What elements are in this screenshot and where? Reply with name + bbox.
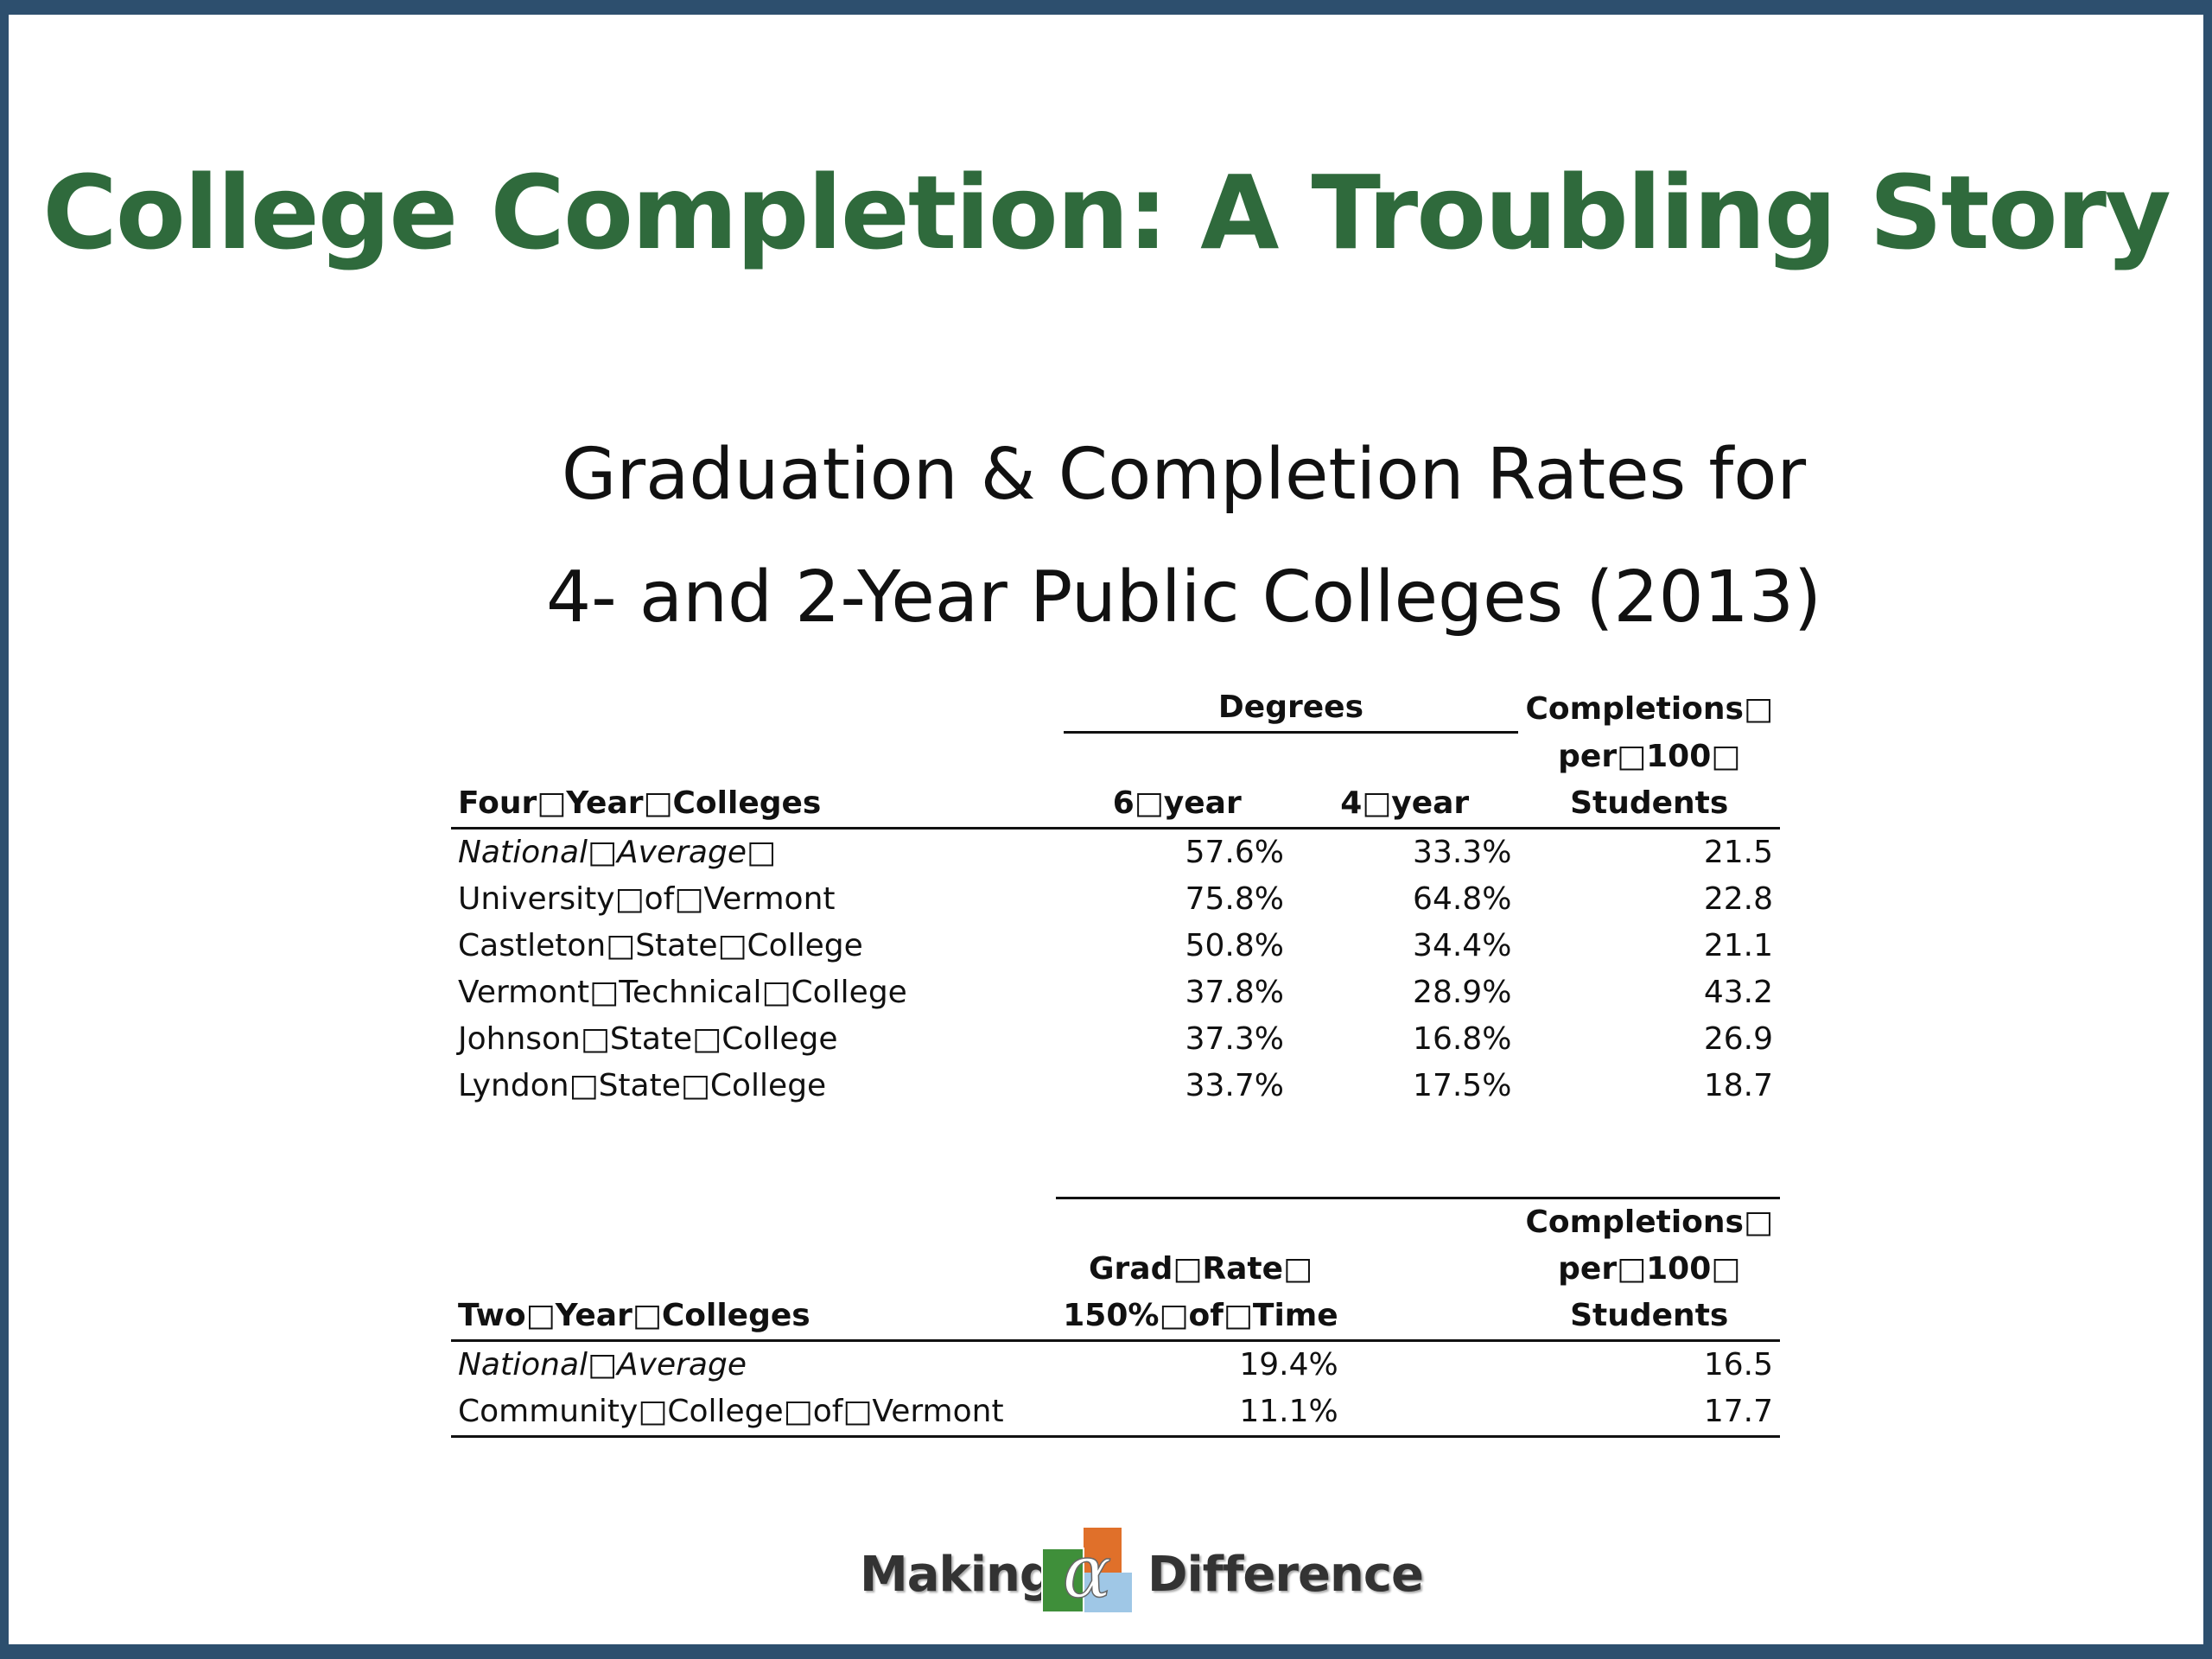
table-row: Community□College□of□Vermont 11.1% 17.7 (451, 1389, 1780, 1438)
completions-value: 26.9 (1703, 1021, 1773, 1057)
table-row: Vermont□Technical□College 37.8% 28.9% 43… (451, 969, 1780, 1016)
completions-header-line2: per□100□ (1558, 1251, 1741, 1287)
four-year-rate: 34.4% (1413, 928, 1512, 963)
six-year-rate: 75.8% (1185, 881, 1284, 917)
completions-value: 17.7 (1518, 1389, 1780, 1438)
two-year-table: Completions□ Grad□Rate□ per□100□ Two□Yea… (451, 1197, 1780, 1438)
four-year-rate: 17.5% (1413, 1068, 1512, 1103)
completions-value: 22.8 (1703, 881, 1773, 917)
college-name: Lyndon□State□College (458, 1068, 827, 1103)
six-year-rate: 50.8% (1185, 928, 1284, 963)
six-year-rate: 57.6% (1185, 835, 1284, 870)
completions-value: 18.7 (1703, 1068, 1773, 1103)
completions-value: 21.1 (1703, 928, 1773, 963)
table-row: Castleton□State□College 50.8% 34.4% 21.1 (451, 923, 1780, 969)
grad-rate: 11.1% (1056, 1389, 1345, 1438)
four-year-table: Degrees Completions□ per□100□ Four□Year□… (451, 684, 1780, 1109)
grad-rate: 19.4% (1239, 1347, 1338, 1382)
college-name: Johnson□State□College (458, 1021, 838, 1057)
six-year-rate: 33.7% (1185, 1068, 1284, 1103)
logo-word-making: Making (860, 1547, 1054, 1603)
completions-value: 43.2 (1703, 975, 1773, 1010)
two-year-colleges-header: Two□Year□Colleges (451, 1293, 1057, 1342)
subtitle-line-2: 4- and 2-Year Public Colleges (2013) (546, 556, 1821, 639)
four-year-rate: 64.8% (1413, 881, 1512, 917)
completions-value: 21.5 (1703, 835, 1773, 870)
svg-text:α: α (1063, 1529, 1112, 1614)
four-year-header: 4□year (1290, 780, 1519, 830)
table-row: National□Average 19.4% 16.5 (451, 1341, 1780, 1389)
college-name: University□of□Vermont (458, 881, 836, 917)
table-row: University□of□Vermont 75.8% 64.8% 22.8 (451, 876, 1780, 923)
completions-header-line2: per□100□ (1558, 739, 1741, 774)
completions-header-line3: Students (1518, 1293, 1780, 1342)
college-name: National□Average□ (458, 835, 776, 870)
six-year-header: 6□year (1063, 780, 1291, 830)
college-name: Castleton□State□College (458, 928, 863, 963)
completions-header-line1: Completions□ (1525, 690, 1773, 727)
subtitle-line-1: Graduation & Completion Rates for (561, 434, 1807, 516)
slide-title: College Completion: A Troubling Story (42, 153, 2171, 272)
four-year-colleges-header: Four□Year□Colleges (451, 780, 1064, 830)
four-year-rate: 16.8% (1413, 1021, 1512, 1057)
four-year-rate: 33.3% (1413, 835, 1512, 870)
grad-rate-header-line1: Grad□Rate□ (1088, 1251, 1313, 1287)
completions-header-line1: Completions□ (1518, 1197, 1780, 1246)
table-row: Lyndon□State□College 33.7% 17.5% 18.7 (451, 1063, 1780, 1109)
completions-header-line3: Students (1518, 780, 1780, 830)
completions-value: 16.5 (1703, 1347, 1773, 1382)
college-name: National□Average (458, 1347, 747, 1382)
degrees-group-header: Degrees (1063, 684, 1519, 734)
six-year-rate: 37.8% (1185, 975, 1284, 1010)
four-year-rate: 28.9% (1413, 975, 1512, 1010)
table-row: Johnson□State□College 37.3% 16.8% 26.9 (451, 1016, 1780, 1063)
logo-mark-icon: α (1041, 1528, 1132, 1615)
slide: College Completion: A Troubling Story Gr… (9, 15, 2203, 1644)
grad-rate-header-line2: 150%□of□Time (1056, 1293, 1345, 1342)
making-a-difference-logo: Making α Difference (9, 1522, 2203, 1626)
logo-word-difference: Difference (1147, 1547, 1424, 1603)
six-year-rate: 37.3% (1185, 1021, 1284, 1057)
college-name: Vermont□Technical□College (458, 975, 907, 1010)
college-name: Community□College□of□Vermont (451, 1389, 1057, 1438)
slide-subtitle: Graduation & Completion Rates for 4- and… (510, 414, 1858, 659)
table-row: National□Average□ 57.6% 33.3% 21.5 (451, 829, 1780, 877)
